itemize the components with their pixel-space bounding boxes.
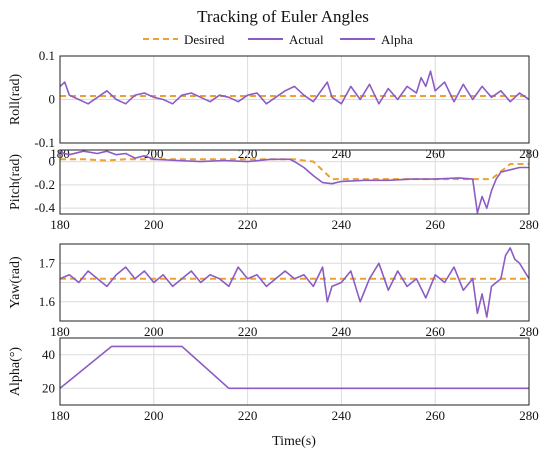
y-tick-label: 1.6 <box>39 294 56 309</box>
y-tick-label: -0.2 <box>34 177 55 192</box>
x-tick-label: 220 <box>238 324 258 339</box>
y-tick-label: 1.7 <box>39 255 56 270</box>
y-axis-label: Alpha(°) <box>8 347 23 396</box>
y-tick-label: 0 <box>49 92 56 107</box>
subplot-4: 180 200 220 240 260 280 20 40 Alpha(°) <box>8 337 539 423</box>
x-tick-label: 220 <box>238 408 258 423</box>
y-tick-label: -0.4 <box>34 200 55 215</box>
figure-title: Tracking of Euler Angles <box>197 7 369 26</box>
y-tick-label: -0.1 <box>34 135 55 150</box>
y-tick-label: 0.1 <box>39 48 55 63</box>
x-tick-label: 260 <box>425 217 445 232</box>
series-line-alpha <box>60 345 529 390</box>
x-tick-label: 180 <box>50 217 70 232</box>
x-tick-label: 260 <box>425 324 445 339</box>
x-tick-label: 220 <box>238 217 258 232</box>
plot-frame <box>59 337 530 406</box>
x-tick-label: 280 <box>519 408 539 423</box>
x-axis-label: Time(s) <box>272 434 316 449</box>
subplot-3: 180 200 220 240 260 280 1.6 1.7 Yaw(rad) <box>8 243 539 339</box>
x-tick-label: 240 <box>332 324 352 339</box>
series-line-actual <box>60 70 529 105</box>
x-tick-label: 280 <box>519 324 539 339</box>
y-tick-label: 20 <box>42 380 55 395</box>
y-axis-label: Roll(rad) <box>8 74 23 126</box>
y-axis-label: Pitch(rad) <box>8 154 23 210</box>
series-line-actual <box>60 247 529 318</box>
legend: Desired Actual Alpha <box>143 32 413 47</box>
y-axis-label: Yaw(rad) <box>8 256 23 309</box>
legend-actual-label: Actual <box>289 32 324 47</box>
x-tick-label: 180 <box>50 324 70 339</box>
plot-frame <box>59 149 530 215</box>
x-tick-label: 200 <box>144 324 164 339</box>
x-tick-label: 180 <box>50 408 70 423</box>
series-line-actual <box>60 150 529 214</box>
plot-frame <box>59 55 530 144</box>
legend-desired-label: Desired <box>184 32 225 47</box>
x-tick-label: 240 <box>332 217 352 232</box>
legend-alpha-label: Alpha <box>381 32 413 47</box>
x-tick-label: 260 <box>425 408 445 423</box>
x-tick-label: 200 <box>144 217 164 232</box>
y-tick-label: 40 <box>42 347 55 362</box>
x-tick-label: 240 <box>332 408 352 423</box>
y-tick-label: 0 <box>49 154 56 169</box>
plot-frame <box>59 243 530 322</box>
x-tick-label: 280 <box>519 217 539 232</box>
x-tick-label: 200 <box>144 408 164 423</box>
subplot-2: 180 200 220 240 260 280 -0.4 -0.2 0 Pitch(rad) <box>8 149 539 232</box>
